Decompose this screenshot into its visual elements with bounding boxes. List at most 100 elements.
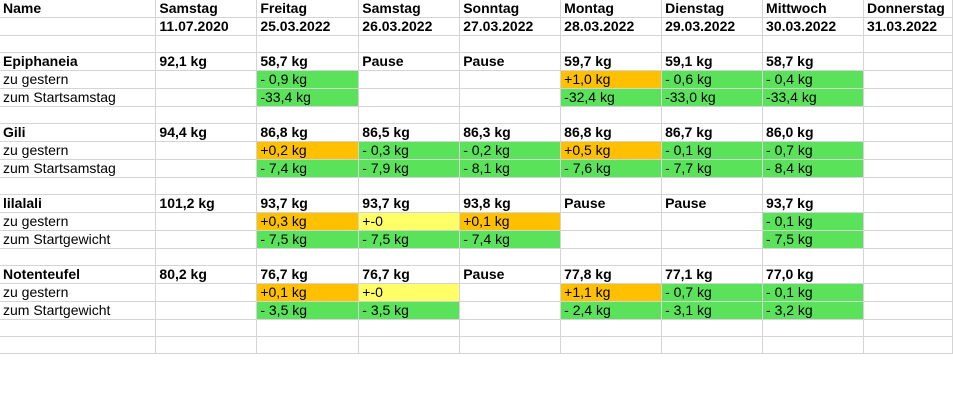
- cell[interactable]: Pause: [358, 52, 461, 71]
- cell[interactable]: [560, 35, 663, 53]
- cell[interactable]: 93,7 kg: [256, 194, 360, 213]
- cell[interactable]: 94,4 kg: [155, 123, 258, 142]
- cell[interactable]: [155, 141, 258, 160]
- cell[interactable]: [762, 35, 864, 53]
- cell[interactable]: [863, 319, 953, 337]
- cell[interactable]: 86,7 kg: [661, 123, 764, 142]
- cell[interactable]: [661, 336, 764, 354]
- cell[interactable]: - 0,1 kg: [762, 212, 864, 231]
- cell[interactable]: [256, 35, 360, 53]
- cell[interactable]: [863, 141, 953, 160]
- cell[interactable]: zum Startgewicht: [0, 301, 157, 320]
- cell[interactable]: 25.03.2022: [256, 17, 360, 36]
- cell[interactable]: 93,7 kg: [358, 194, 461, 213]
- cell[interactable]: [0, 319, 157, 337]
- cell[interactable]: - 0,7 kg: [762, 141, 864, 160]
- cell[interactable]: [560, 319, 663, 337]
- cell[interactable]: [863, 283, 953, 302]
- cell[interactable]: [863, 230, 953, 249]
- cell[interactable]: +0,5 kg: [560, 141, 663, 160]
- cell[interactable]: 86,5 kg: [358, 123, 461, 142]
- cell[interactable]: zum Startsamstag: [0, 88, 157, 107]
- cell[interactable]: Mittwoch: [762, 0, 864, 18]
- cell[interactable]: [155, 336, 258, 354]
- cell[interactable]: [155, 159, 258, 178]
- cell[interactable]: [863, 194, 953, 213]
- cell[interactable]: [661, 248, 764, 266]
- cell[interactable]: [155, 212, 258, 231]
- cell[interactable]: zum Startgewicht: [0, 230, 157, 249]
- cell[interactable]: - 7,4 kg: [459, 230, 562, 249]
- cell[interactable]: - 3,1 kg: [661, 301, 764, 320]
- cell[interactable]: 86,8 kg: [560, 123, 663, 142]
- cell[interactable]: 92,1 kg: [155, 52, 258, 71]
- cell[interactable]: [155, 319, 258, 337]
- cell[interactable]: zu gestern: [0, 141, 157, 160]
- cell[interactable]: 26.03.2022: [358, 17, 461, 36]
- cell[interactable]: [560, 212, 663, 231]
- cell[interactable]: [560, 177, 663, 195]
- cell[interactable]: [256, 248, 360, 266]
- cell[interactable]: [560, 248, 663, 266]
- cell[interactable]: - 7,9 kg: [358, 159, 461, 178]
- cell[interactable]: - 7,5 kg: [256, 230, 360, 249]
- cell[interactable]: [358, 177, 461, 195]
- cell[interactable]: - 0,6 kg: [661, 70, 764, 89]
- cell[interactable]: +0,1 kg: [459, 212, 562, 231]
- cell[interactable]: +0,2 kg: [256, 141, 360, 160]
- cell[interactable]: [661, 212, 764, 231]
- cell[interactable]: [762, 177, 864, 195]
- cell[interactable]: 59,7 kg: [560, 52, 663, 71]
- cell[interactable]: [358, 88, 461, 107]
- cell[interactable]: [256, 319, 360, 337]
- cell[interactable]: - 2,4 kg: [560, 301, 663, 320]
- cell[interactable]: - 0,3 kg: [358, 141, 461, 160]
- cell[interactable]: - 0,1 kg: [661, 141, 764, 160]
- cell[interactable]: [863, 265, 953, 284]
- cell[interactable]: 86,3 kg: [459, 123, 562, 142]
- cell[interactable]: [155, 177, 258, 195]
- cell[interactable]: zu gestern: [0, 283, 157, 302]
- cell[interactable]: Donnerstag: [863, 0, 953, 18]
- cell[interactable]: [459, 283, 562, 302]
- cell[interactable]: [459, 106, 562, 124]
- cell[interactable]: - 3,2 kg: [762, 301, 864, 320]
- cell[interactable]: [358, 319, 461, 337]
- cell[interactable]: 28.03.2022: [560, 17, 663, 36]
- cell[interactable]: lilalali: [0, 194, 157, 213]
- cell[interactable]: +0,1 kg: [256, 283, 360, 302]
- cell[interactable]: [560, 336, 663, 354]
- cell[interactable]: Notenteufel: [0, 265, 157, 284]
- cell[interactable]: [459, 88, 562, 107]
- cell[interactable]: [459, 35, 562, 53]
- cell[interactable]: [661, 230, 764, 249]
- cell[interactable]: [256, 106, 360, 124]
- cell[interactable]: 11.07.2020: [155, 17, 258, 36]
- cell[interactable]: [155, 35, 258, 53]
- cell[interactable]: - 8,1 kg: [459, 159, 562, 178]
- cell[interactable]: 30.03.2022: [762, 17, 864, 36]
- cell[interactable]: [459, 70, 562, 89]
- cell[interactable]: [155, 283, 258, 302]
- cell[interactable]: [256, 336, 360, 354]
- cell[interactable]: [155, 88, 258, 107]
- cell[interactable]: [863, 212, 953, 231]
- cell[interactable]: 77,1 kg: [661, 265, 764, 284]
- cell[interactable]: +-0: [358, 283, 461, 302]
- cell[interactable]: -33,4 kg: [256, 88, 360, 107]
- cell[interactable]: 77,0 kg: [762, 265, 864, 284]
- cell[interactable]: Montag: [560, 0, 663, 18]
- cell[interactable]: - 0,7 kg: [661, 283, 764, 302]
- cell[interactable]: zu gestern: [0, 70, 157, 89]
- cell[interactable]: [155, 106, 258, 124]
- cell[interactable]: [155, 70, 258, 89]
- cell[interactable]: [358, 248, 461, 266]
- cell[interactable]: [863, 52, 953, 71]
- cell[interactable]: 58,7 kg: [762, 52, 864, 71]
- cell[interactable]: [762, 336, 864, 354]
- cell[interactable]: [863, 177, 953, 195]
- cell[interactable]: [560, 106, 663, 124]
- cell[interactable]: [0, 35, 157, 53]
- cell[interactable]: +0,3 kg: [256, 212, 360, 231]
- cell[interactable]: [661, 35, 764, 53]
